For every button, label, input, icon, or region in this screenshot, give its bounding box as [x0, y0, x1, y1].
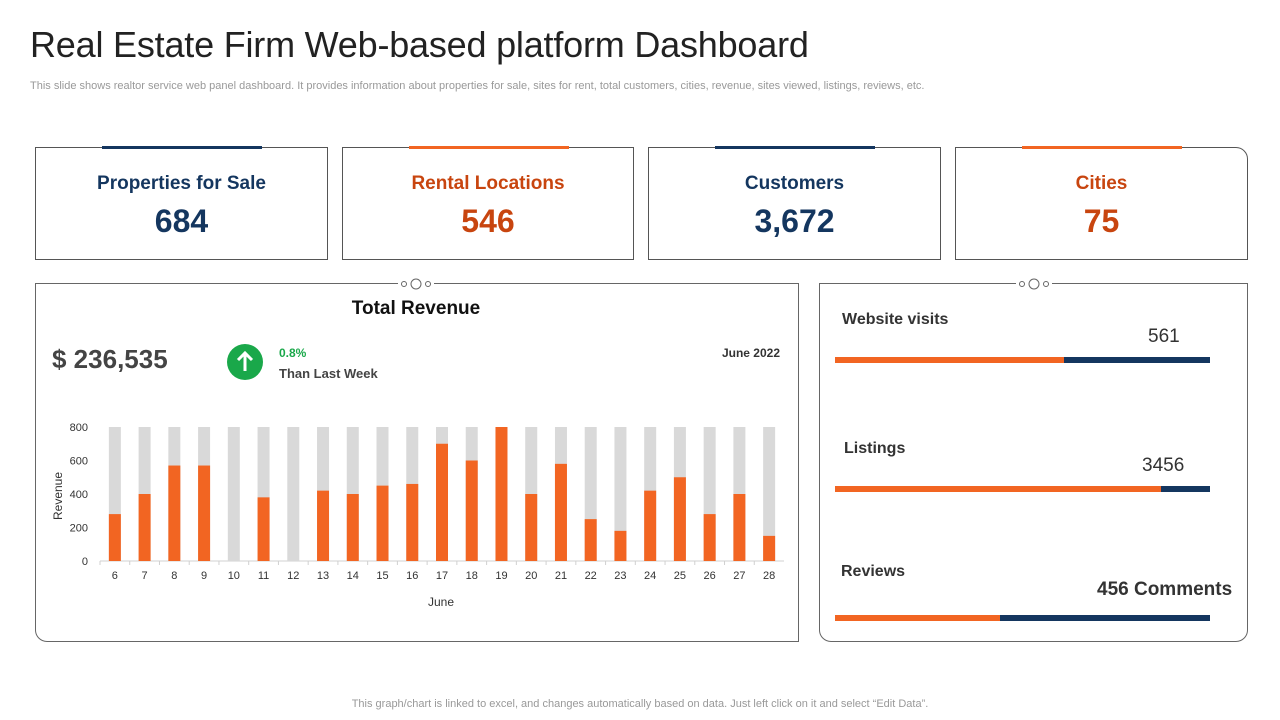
kpi-accent — [409, 146, 569, 149]
x-tick-label: 26 — [704, 570, 716, 582]
connector-icon — [398, 278, 434, 290]
y-tick-label: 800 — [70, 422, 88, 434]
revenue-bar[interactable] — [763, 535, 776, 561]
revenue-bar[interactable] — [584, 519, 597, 561]
x-tick-label: 20 — [525, 570, 537, 582]
x-tick-label: 15 — [376, 570, 388, 582]
x-tick-label: 11 — [258, 570, 269, 582]
kpi-card-customers[interactable]: Customers 3,672 — [648, 146, 941, 260]
revenue-bar[interactable] — [554, 463, 567, 561]
revenue-bar[interactable] — [406, 483, 419, 561]
kpi-card-properties[interactable]: Properties for Sale 684 — [35, 146, 328, 260]
connector-icon — [1016, 278, 1052, 290]
x-tick-label: 28 — [763, 570, 775, 582]
arrow-up-icon — [227, 344, 263, 380]
revenue-bar[interactable] — [703, 514, 716, 561]
footer-note: This graph/chart is linked to excel, and… — [351, 698, 929, 710]
progress-bar-website-visits — [835, 357, 1210, 363]
y-tick-label: 400 — [70, 489, 88, 501]
revenue-period: June 2022 — [721, 346, 780, 360]
progress-bar-listings — [835, 486, 1210, 492]
revenue-amount: $ 236,535 — [52, 344, 168, 374]
revenue-bar-chart: Revenue June 0 200 400 600 800 6 7 8 9 10 11 12 13 14… — [51, 422, 784, 609]
x-tick-label: 13 — [317, 570, 329, 582]
revenue-bar[interactable] — [644, 490, 657, 561]
x-tick-label: 24 — [644, 570, 656, 582]
x-tick-label: 23 — [614, 570, 626, 582]
kpi-value: 75 — [1083, 203, 1120, 239]
kpi-label: Cities — [1075, 173, 1128, 194]
kpi-value: 684 — [154, 203, 209, 239]
y-tick-label: 600 — [70, 456, 88, 468]
revenue-bar[interactable] — [614, 530, 627, 561]
kpi-value: 546 — [461, 203, 515, 239]
revenue-change-pct: 0.8% — [279, 346, 307, 360]
x-tick-label: 10 — [228, 570, 240, 582]
x-tick-label: 9 — [201, 570, 207, 582]
x-tick-label: 17 — [436, 570, 448, 582]
metric-value-reviews: 456 Comments — [1097, 579, 1233, 600]
metric-value-listings: 3456 — [1142, 455, 1185, 476]
revenue-bar[interactable] — [168, 465, 181, 561]
background-bar — [763, 427, 776, 561]
kpi-card-cities[interactable]: Cities 75 — [955, 146, 1248, 260]
x-tick-label: 14 — [347, 570, 359, 582]
progress-fill — [835, 486, 1162, 492]
kpi-accent — [102, 146, 262, 149]
kpi-label: Properties for Sale — [97, 173, 266, 194]
metrics-panel: Website visits 561 Listings 3456 Reviews… — [819, 278, 1248, 642]
revenue-bar[interactable] — [525, 494, 538, 561]
revenue-bar[interactable] — [257, 497, 270, 561]
x-tick-label: 18 — [466, 570, 478, 582]
y-tick-label: 0 — [82, 556, 88, 568]
revenue-bar[interactable] — [138, 494, 151, 561]
x-tick-label: 22 — [585, 570, 597, 582]
revenue-bar[interactable] — [673, 477, 686, 561]
page-subtitle: This slide shows realtor service web pan… — [30, 80, 925, 92]
y-tick-label: 200 — [70, 523, 88, 535]
progress-bar-reviews — [835, 615, 1210, 621]
revenue-title: Total Revenue — [351, 298, 481, 319]
background-bar — [614, 427, 627, 561]
revenue-bar[interactable] — [436, 443, 448, 561]
metric-label-reviews: Reviews — [841, 563, 906, 580]
x-tick-label: 12 — [287, 570, 299, 582]
kpi-accent — [715, 146, 875, 149]
progress-fill — [835, 357, 1064, 363]
metric-value-website-visits: 561 — [1148, 326, 1180, 347]
x-tick-label: 16 — [406, 570, 418, 582]
revenue-bar[interactable] — [495, 427, 508, 561]
background-bar — [287, 427, 300, 561]
x-tick-label: 7 — [142, 570, 148, 582]
x-tick-label: 6 — [112, 570, 118, 582]
kpi-label: Customers — [744, 173, 845, 194]
metric-label-website-visits: Website visits — [842, 311, 949, 328]
kpi-value: 3,672 — [754, 203, 835, 239]
x-tick-label: 19 — [495, 570, 507, 582]
x-tick-label: 25 — [674, 570, 686, 582]
revenue-bar[interactable] — [198, 465, 211, 561]
revenue-change-text: Than Last Week — [279, 366, 378, 381]
revenue-bar[interactable] — [376, 485, 389, 561]
progress-fill — [835, 615, 1000, 621]
revenue-bar[interactable] — [733, 494, 746, 561]
kpi-label: Rental Locations — [411, 173, 565, 194]
background-bar — [227, 427, 240, 561]
y-axis-label: Revenue — [51, 472, 65, 520]
x-axis-label: June — [428, 595, 454, 609]
page-title: Real Estate Firm Web-based platform Dash… — [30, 24, 809, 65]
metric-label-listings: Listings — [844, 440, 906, 457]
x-tick-label: 27 — [733, 570, 745, 582]
kpi-card-rental[interactable]: Rental Locations 546 — [342, 146, 634, 260]
revenue-bar[interactable] — [346, 494, 359, 561]
x-tick-label: 8 — [171, 570, 177, 582]
revenue-bar[interactable] — [317, 490, 330, 561]
revenue-bar[interactable] — [465, 460, 478, 562]
x-tick-label: 21 — [555, 570, 567, 582]
kpi-accent — [1022, 146, 1182, 149]
revenue-bar[interactable] — [108, 514, 121, 561]
revenue-panel: Total Revenue $ 236,535 0.8% Than Last W… — [35, 278, 799, 642]
